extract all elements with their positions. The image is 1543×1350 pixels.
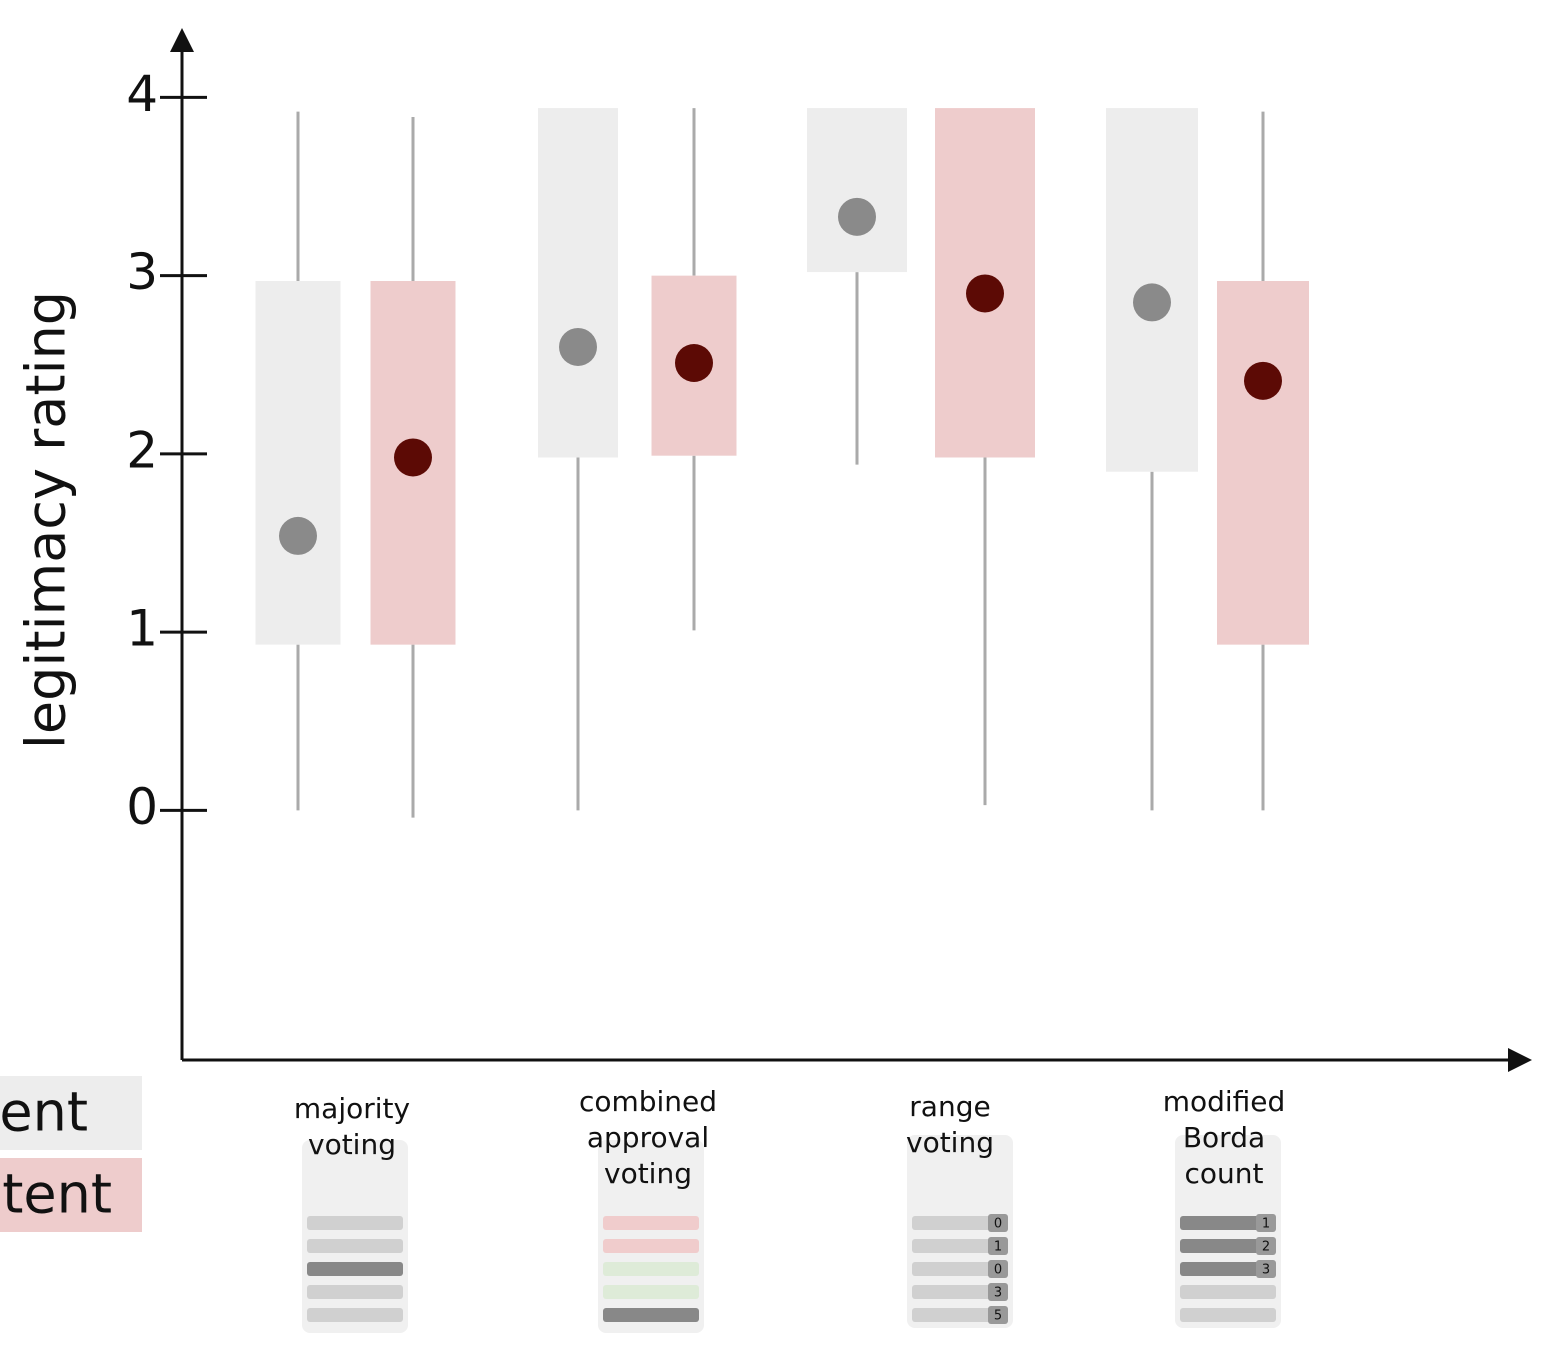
mean-dot — [1133, 283, 1171, 322]
box — [1217, 281, 1309, 645]
x-tick-label: majority — [294, 1092, 410, 1125]
x-tick-label: modified — [1163, 1085, 1286, 1118]
ballot-bar — [307, 1239, 403, 1253]
ballot-bar — [307, 1216, 403, 1230]
ballot-number-box — [1256, 1260, 1276, 1278]
mean-dot — [1244, 361, 1282, 400]
ballot-bar — [912, 1285, 1008, 1299]
ballot-bar — [1180, 1239, 1276, 1253]
ballot-bar — [307, 1308, 403, 1322]
mean-dot — [279, 516, 317, 555]
legend-swatch — [0, 1158, 142, 1232]
ballot-number: 3 — [1262, 1263, 1270, 1278]
ballot-bar — [912, 1239, 1008, 1253]
y-tick-label: 3 — [126, 243, 158, 301]
box — [807, 108, 907, 273]
legend-label: tent — [2, 1163, 112, 1226]
ballot-bar — [912, 1262, 1008, 1276]
mean-dot — [394, 438, 432, 477]
ballot-bar — [307, 1262, 403, 1276]
ballot-number-box — [988, 1214, 1008, 1232]
box — [255, 281, 341, 645]
legend-swatch — [0, 1076, 142, 1150]
y-tick-label: 4 — [126, 65, 158, 123]
ballot-number-box — [988, 1306, 1008, 1324]
ballot-icon — [1175, 1135, 1281, 1328]
y-tick-label: 2 — [126, 421, 158, 479]
x-tick-label: range — [909, 1090, 990, 1123]
x-tick-label: count — [1185, 1157, 1264, 1190]
ballot-number: 1 — [1262, 1217, 1270, 1232]
ballot-number-box — [988, 1260, 1008, 1278]
y-tick-label: 1 — [126, 600, 158, 658]
ballot-bar — [603, 1308, 699, 1322]
ballot-number-box — [988, 1237, 1008, 1255]
ballot-bar — [1180, 1285, 1276, 1299]
ballot-bar — [1180, 1262, 1276, 1276]
ballot-icon — [302, 1140, 408, 1333]
ballot-number-box — [1256, 1214, 1276, 1232]
ballot-number-box — [988, 1283, 1008, 1301]
ballot-bar — [603, 1239, 699, 1253]
ballot-bar — [912, 1308, 1008, 1322]
ballot-number: 3 — [994, 1286, 1002, 1301]
y-tick-label: 0 — [126, 778, 158, 836]
ballot-number: 2 — [1262, 1240, 1270, 1255]
ballot-number: 0 — [994, 1263, 1002, 1278]
legend-label: ent — [0, 1081, 88, 1144]
ballot-bar — [1180, 1216, 1276, 1230]
box — [538, 108, 618, 458]
ballot-bar — [603, 1285, 699, 1299]
ballot-bar — [912, 1216, 1008, 1230]
mean-dot — [559, 327, 597, 366]
ballot-icon — [598, 1140, 704, 1333]
ballot-number: 1 — [994, 1240, 1002, 1255]
ballot-bar — [307, 1285, 403, 1299]
x-tick-label: Borda — [1183, 1121, 1265, 1154]
x-tick-label: approval — [587, 1121, 709, 1154]
ballot-icon — [907, 1135, 1013, 1328]
ballot-number-box — [1256, 1237, 1276, 1255]
ballot-bar — [603, 1216, 699, 1230]
x-tick-label: voting — [604, 1157, 692, 1190]
ballot-number: 0 — [994, 1217, 1002, 1232]
x-tick-label: voting — [906, 1126, 994, 1159]
mean-dot — [675, 344, 713, 382]
mean-dot — [966, 274, 1004, 313]
x-tick-label: combined — [579, 1085, 717, 1118]
mean-dot — [838, 197, 876, 236]
ballot-bar — [603, 1262, 699, 1276]
ballot-bar — [1180, 1308, 1276, 1322]
y-axis-label: legitimacy rating — [15, 291, 78, 749]
x-tick-label: voting — [308, 1128, 396, 1161]
ballot-number: 5 — [994, 1309, 1002, 1324]
